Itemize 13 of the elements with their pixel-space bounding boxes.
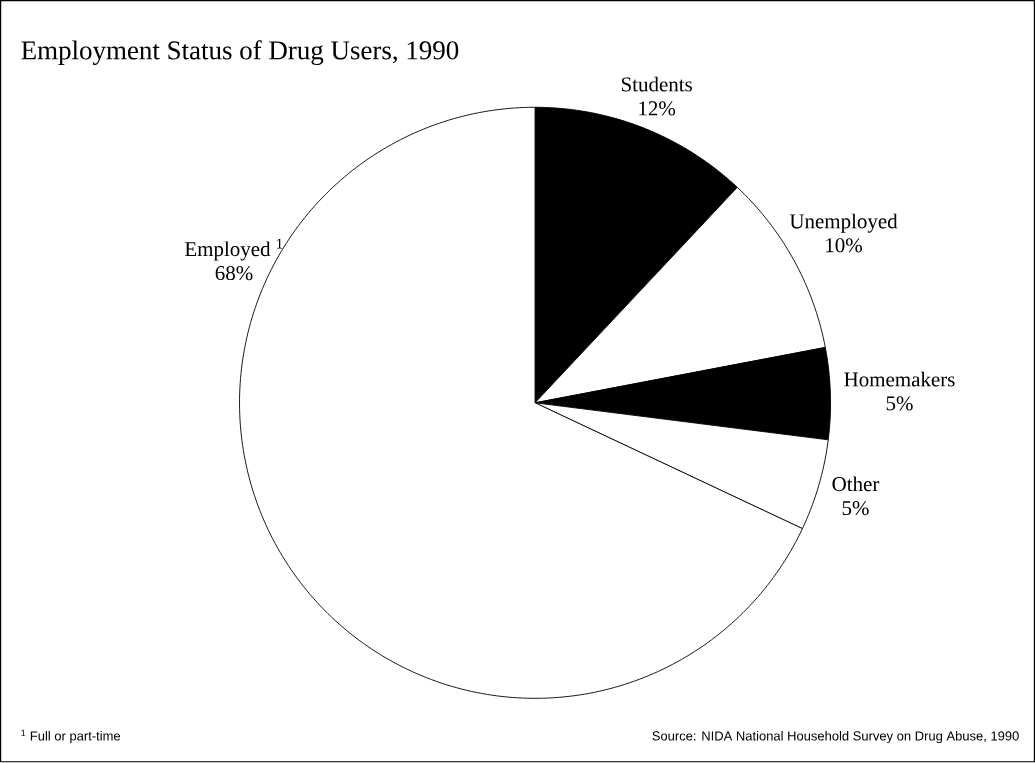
data-label: 5% xyxy=(842,501,869,516)
text: $^{1}$ Full or part-time xyxy=(21,730,121,744)
slice-label: Students xyxy=(621,76,692,92)
source-note: Source: NIDA National Household Survey on Drug Abuse, 1990 xyxy=(652,731,1019,744)
data-label: 12% xyxy=(639,101,676,116)
slice-label: Homemakers xyxy=(844,371,955,387)
data-label: 68% xyxy=(215,266,253,281)
data-label: 10% xyxy=(826,238,863,253)
slice-label: Employed $^{1}$ xyxy=(184,239,283,261)
chart-title: Employment Status of Drug Users, 1990 xyxy=(21,40,459,66)
slice-label: Other xyxy=(832,476,880,492)
slice-label: Unemployed xyxy=(789,213,898,233)
data-label: 5% xyxy=(886,396,913,411)
